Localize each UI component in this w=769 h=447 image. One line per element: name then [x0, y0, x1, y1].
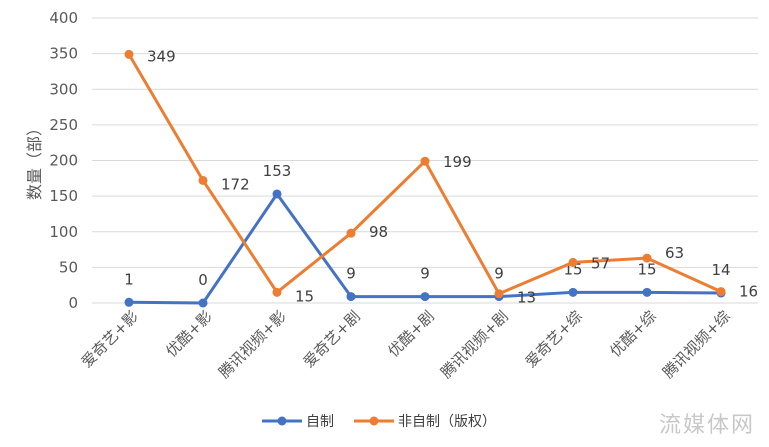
data-label: 1 [124, 270, 134, 288]
y-tick-label: 100 [49, 223, 78, 241]
data-point [568, 287, 578, 297]
data-point [272, 189, 282, 199]
x-tick-label: 优酷+剧 [384, 307, 437, 360]
y-tick-label: 300 [49, 80, 78, 98]
x-tick-label: 腾讯视频+剧 [437, 307, 512, 382]
legend-marker-0 [277, 416, 287, 426]
x-tick-label: 优酷+综 [606, 307, 659, 360]
data-label: 16 [739, 283, 758, 301]
data-label: 98 [369, 223, 388, 241]
watermark: 流媒体网 [658, 413, 755, 438]
data-label: 9 [494, 265, 504, 283]
data-point [642, 253, 652, 263]
data-label: 0 [198, 271, 208, 289]
legend: 自制 非自制（版权） [262, 414, 496, 430]
y-tick-label: 350 [49, 45, 78, 63]
y-tick-label: 50 [59, 258, 78, 276]
x-tick-label: 腾讯视频+影 [215, 307, 290, 382]
y-tick-label: 150 [49, 187, 78, 205]
data-point [346, 292, 356, 302]
data-point [716, 287, 726, 297]
x-tick-label: 爱奇艺+影 [78, 307, 142, 371]
data-point [198, 175, 208, 185]
legend-marker-1 [369, 416, 379, 426]
x-tick-label: 优酷+影 [162, 307, 215, 360]
data-point [494, 289, 504, 299]
data-point [420, 156, 430, 166]
series-line-1 [127, 53, 722, 296]
data-label: 9 [420, 265, 430, 283]
x-axis-ticks: 爱奇艺+影 优酷+影 腾讯视频+影 爱奇艺+剧 优酷+剧 腾讯视频+剧 爱奇艺+综 优酷+综腾… [78, 307, 734, 382]
series-line-0 [128, 192, 722, 305]
y-tick-label: 200 [49, 152, 78, 170]
data-label: 172 [221, 175, 250, 193]
data-label: 153 [263, 162, 292, 180]
data-label: 14 [711, 261, 730, 279]
data-label: 63 [665, 244, 684, 262]
x-tick-label: 爱奇艺+综 [522, 307, 586, 371]
data-label: 15 [295, 287, 314, 305]
data-point [272, 287, 282, 297]
data-point [198, 298, 208, 308]
data-label: 9 [346, 265, 356, 283]
data-label: 57 [591, 254, 610, 272]
y-tick-label: 400 [49, 9, 78, 27]
y-tick-label: 250 [49, 116, 78, 134]
data-label: 15 [637, 260, 656, 278]
x-tick-label: 爱奇艺+剧 [300, 307, 364, 371]
data-point [124, 49, 134, 59]
legend-label: 自制 [306, 414, 334, 430]
data-point [568, 257, 578, 267]
y-axis-label: 数量（部） [25, 120, 44, 200]
data-point [124, 297, 134, 307]
data-point [420, 292, 430, 302]
data-point [346, 228, 356, 238]
legend-label: 非自制（版权） [398, 414, 496, 430]
y-tick-label: 0 [68, 294, 78, 312]
y-axis-ticks: 0 50 100 150 200 250 300 350 400 [49, 9, 78, 312]
data-label: 199 [443, 153, 472, 171]
x-tick-label: 腾讯视频+综 [659, 307, 734, 382]
data-label: 349 [147, 47, 176, 65]
data-point [642, 287, 652, 297]
data-label: 13 [517, 289, 536, 307]
